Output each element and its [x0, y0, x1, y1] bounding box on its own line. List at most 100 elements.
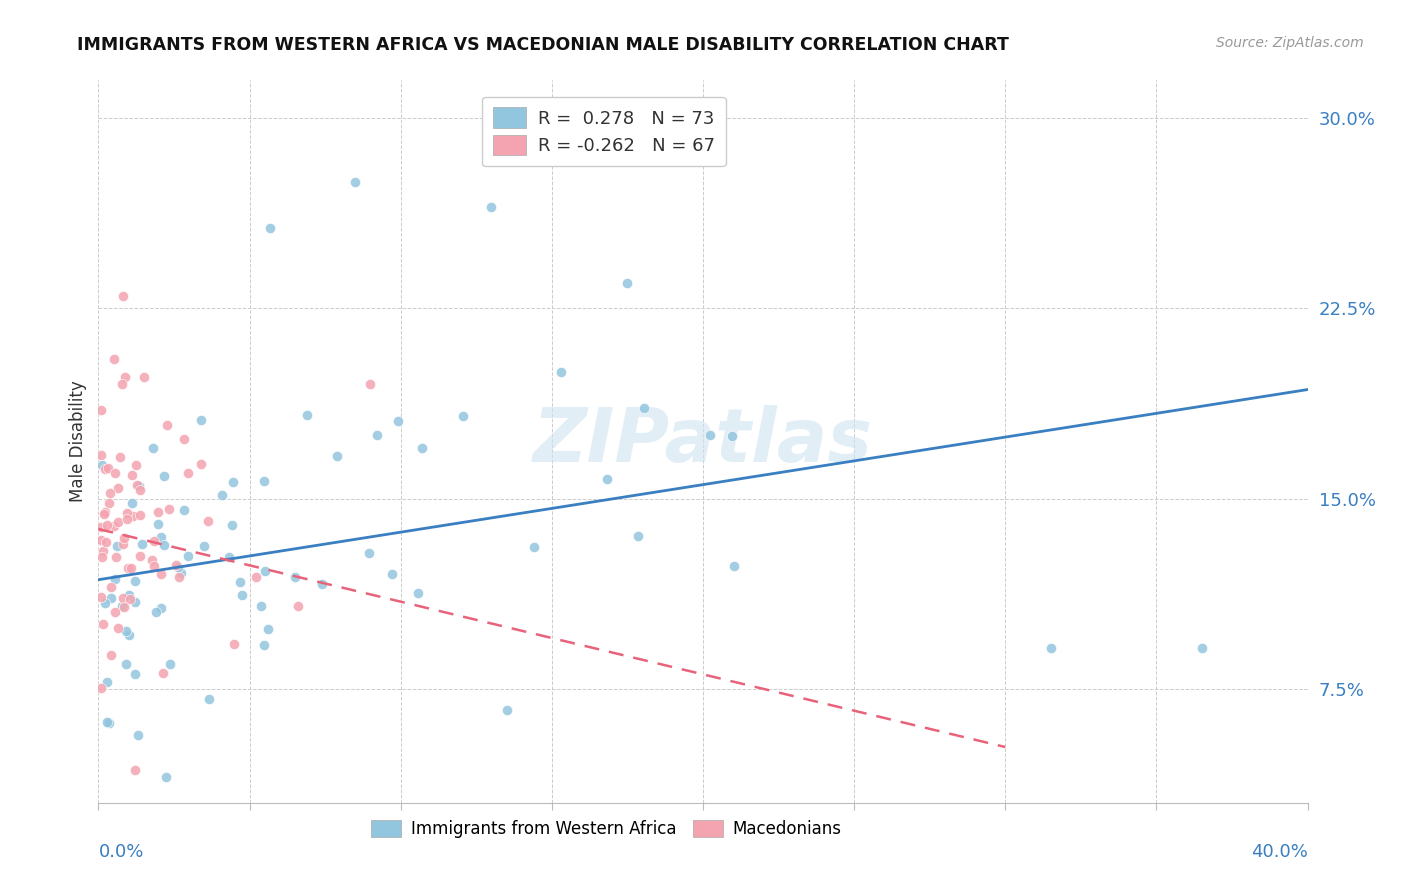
Point [142, 442, 165, 456]
Point [287, 599, 309, 613]
Point [156, 417, 179, 432]
Point [721, 429, 744, 443]
Point [245, 570, 267, 584]
Point [198, 692, 221, 706]
Point [149, 530, 172, 544]
Point [142, 559, 165, 574]
Point [170, 566, 193, 580]
Point [127, 728, 149, 742]
Point [104, 605, 127, 619]
Point [121, 467, 143, 482]
Point [344, 175, 367, 189]
Point [115, 624, 138, 638]
Point [360, 376, 382, 391]
Point [173, 503, 195, 517]
Point [284, 570, 307, 584]
Point [107, 481, 129, 495]
Point [165, 558, 187, 572]
Point [157, 501, 180, 516]
Point [112, 591, 135, 606]
Point [125, 458, 148, 473]
Point [253, 638, 276, 652]
Point [153, 468, 176, 483]
Point [104, 572, 127, 586]
Point [231, 588, 253, 602]
Point [224, 637, 246, 651]
Point [94, 596, 117, 610]
Point [91, 458, 114, 473]
Point [90, 403, 112, 417]
Point [254, 564, 277, 578]
Point [107, 516, 129, 530]
Point [93, 505, 115, 519]
Point [100, 591, 122, 606]
Point [90, 681, 112, 695]
Point [153, 538, 176, 552]
Point [96, 517, 118, 532]
Point [124, 574, 146, 589]
Point [114, 657, 136, 671]
Point [173, 432, 195, 446]
Point [250, 599, 273, 613]
Point [159, 657, 181, 672]
Point [115, 512, 138, 526]
Point [129, 508, 152, 522]
Point [112, 600, 135, 615]
Point [93, 507, 115, 521]
Point [111, 377, 134, 392]
Point [90, 520, 112, 534]
Point [118, 588, 141, 602]
Point [131, 537, 153, 551]
Point [596, 472, 619, 486]
Point [297, 408, 319, 422]
Point [94, 462, 117, 476]
Point [523, 540, 546, 554]
Point [197, 514, 219, 528]
Point [633, 401, 655, 416]
Point [124, 763, 146, 777]
Point [90, 590, 112, 604]
Point [129, 483, 152, 497]
Point [128, 479, 150, 493]
Point [150, 601, 173, 615]
Point [218, 550, 240, 565]
Point [387, 414, 409, 428]
Point [148, 517, 170, 532]
Point [124, 595, 146, 609]
Point [114, 370, 136, 384]
Point [408, 586, 430, 600]
Point [108, 450, 131, 465]
Point [122, 508, 145, 523]
Point [98, 716, 121, 731]
Text: Source: ZipAtlas.com: Source: ZipAtlas.com [1216, 36, 1364, 50]
Point [451, 409, 474, 424]
Point [120, 561, 142, 575]
Point [97, 461, 120, 475]
Point [96, 674, 118, 689]
Point [190, 412, 212, 426]
Point [96, 715, 118, 730]
Point [115, 506, 138, 520]
Point [177, 466, 200, 480]
Point [357, 546, 380, 560]
Point [155, 771, 177, 785]
Point [98, 486, 121, 500]
Point [118, 628, 141, 642]
Point [90, 448, 112, 462]
Point [259, 220, 281, 235]
Point [100, 581, 122, 595]
Point [100, 648, 122, 662]
Point [107, 621, 129, 635]
Point [98, 496, 121, 510]
Text: ZIPatlas: ZIPatlas [533, 405, 873, 478]
Point [211, 488, 233, 502]
Point [105, 540, 128, 554]
Point [496, 703, 519, 717]
Point [141, 552, 163, 566]
Point [112, 531, 135, 545]
Text: 0.0%: 0.0% [98, 843, 143, 861]
Point [381, 567, 404, 582]
Text: IMMIGRANTS FROM WESTERN AFRICA VS MACEDONIAN MALE DISABILITY CORRELATION CHART: IMMIGRANTS FROM WESTERN AFRICA VS MACEDO… [77, 36, 1010, 54]
Point [103, 352, 125, 367]
Point [150, 566, 173, 581]
